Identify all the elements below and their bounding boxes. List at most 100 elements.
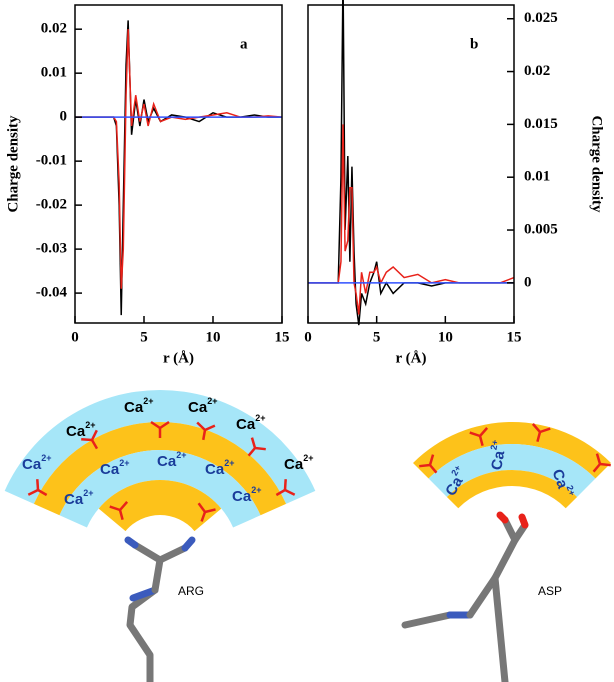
plot-frame bbox=[307, 4, 515, 324]
anion-bond bbox=[27, 488, 39, 496]
ion-charge: 2+ bbox=[255, 413, 265, 423]
y-tick-label: 0.01 bbox=[41, 65, 67, 81]
anion-bond bbox=[469, 431, 481, 438]
bond bbox=[466, 516, 519, 619]
x-tick-label: 15 bbox=[507, 329, 522, 345]
anion-bond bbox=[159, 420, 170, 430]
x-axis-label: r (Å) bbox=[163, 350, 194, 366]
ion-symbol: Ca bbox=[488, 449, 508, 471]
anion-bond bbox=[536, 431, 542, 442]
ion-symbol: Ca bbox=[188, 399, 208, 416]
shell-band bbox=[446, 469, 578, 509]
ion-charge: 2+ bbox=[83, 488, 93, 498]
bond bbox=[126, 586, 159, 682]
anion-bond bbox=[595, 453, 602, 465]
x-tick-label: 5 bbox=[373, 329, 381, 345]
bond bbox=[518, 513, 529, 529]
ion-charge: 2+ bbox=[207, 396, 217, 406]
anion-bond bbox=[118, 509, 124, 520]
anion-bond bbox=[428, 454, 435, 466]
ion-label: Ca2+ bbox=[64, 488, 93, 508]
y-tick-label: 0.02 bbox=[41, 21, 67, 37]
x-tick-label: 5 bbox=[140, 329, 148, 345]
x-tick-label: 10 bbox=[206, 329, 221, 345]
ion-symbol: Ca bbox=[100, 461, 120, 478]
anion-bond bbox=[419, 463, 431, 468]
ion-charge: 2+ bbox=[489, 439, 501, 451]
anion-mark bbox=[197, 502, 216, 522]
y-tick-label: 0 bbox=[60, 109, 68, 125]
ion-charge: 2+ bbox=[251, 485, 261, 495]
anion-mark bbox=[81, 429, 99, 450]
anion-mark bbox=[150, 420, 170, 438]
anion-bond bbox=[479, 427, 489, 437]
anion-mark bbox=[27, 479, 48, 497]
anion-mark bbox=[247, 437, 266, 457]
anion-mark bbox=[592, 453, 611, 473]
ion-symbol: Ca bbox=[157, 453, 177, 470]
bond bbox=[181, 536, 196, 552]
anion-mark bbox=[109, 501, 129, 520]
data-line bbox=[75, 20, 282, 316]
ion-charge: 2+ bbox=[176, 450, 186, 460]
data-line bbox=[75, 29, 283, 289]
anion-bond bbox=[37, 488, 48, 497]
ion-symbol: Ca bbox=[124, 399, 144, 416]
anion-bond bbox=[531, 423, 541, 433]
ion-charge: 2+ bbox=[303, 453, 313, 463]
ion-charge: 2+ bbox=[41, 453, 51, 463]
residue-label: ARG bbox=[178, 584, 204, 598]
anion-bond bbox=[109, 505, 121, 512]
ion-symbol: Ca bbox=[64, 491, 84, 508]
bond bbox=[131, 541, 164, 594]
shell-band bbox=[33, 422, 287, 516]
ion-symbol: Ca bbox=[549, 467, 572, 491]
ion-charge: 2+ bbox=[143, 396, 153, 406]
anion-bond bbox=[539, 427, 551, 434]
ion-label: Ca2+ bbox=[22, 453, 51, 473]
anion-mark bbox=[275, 479, 296, 497]
ion-symbol: Ca bbox=[66, 423, 86, 440]
panel-label: a bbox=[240, 36, 248, 52]
y-tick-label: 0.02 bbox=[524, 63, 550, 79]
ion-label: Ca2+ bbox=[232, 485, 261, 505]
ion-symbol: Ca bbox=[232, 488, 252, 505]
anion-mark bbox=[196, 421, 216, 441]
ion-charge: 2+ bbox=[119, 458, 129, 468]
anion-bond bbox=[196, 421, 206, 431]
anion-bond bbox=[275, 488, 286, 497]
ion-label: Ca2+ bbox=[100, 458, 129, 478]
y-tick-label: 0.015 bbox=[524, 116, 558, 132]
bond bbox=[124, 536, 139, 549]
y-tick-label: -0.02 bbox=[36, 197, 67, 213]
anion-bond bbox=[592, 463, 601, 473]
y-tick-label: 0.005 bbox=[524, 221, 558, 237]
x-tick-label: 15 bbox=[275, 329, 290, 345]
shell-band bbox=[413, 421, 611, 479]
ion-label: Ca2+ bbox=[124, 396, 153, 416]
ion-symbol: Ca bbox=[22, 456, 42, 473]
anion-mark bbox=[469, 427, 489, 446]
data-line bbox=[308, 124, 515, 315]
anion-bond bbox=[197, 502, 207, 513]
anion-bond bbox=[90, 429, 98, 441]
ion-charge: 2+ bbox=[450, 464, 464, 478]
anion-bond bbox=[284, 488, 296, 496]
y-tick-label: -0.04 bbox=[36, 285, 68, 301]
bond bbox=[496, 511, 509, 524]
anion-bond bbox=[202, 429, 207, 441]
anion-bond bbox=[90, 439, 99, 450]
y-tick-label: 0 bbox=[524, 274, 532, 290]
ion-symbol: Ca bbox=[236, 416, 256, 433]
anion-bond bbox=[204, 508, 216, 514]
anion-bond bbox=[119, 501, 129, 511]
anion-bond bbox=[283, 479, 287, 491]
y-tick-label: -0.01 bbox=[36, 153, 67, 169]
ion-symbol: Ca bbox=[205, 461, 225, 478]
panel-label: b bbox=[470, 36, 478, 52]
anion-bond bbox=[478, 435, 484, 446]
bond bbox=[491, 574, 509, 682]
anion-mark bbox=[531, 423, 551, 442]
shell-band bbox=[428, 444, 596, 497]
